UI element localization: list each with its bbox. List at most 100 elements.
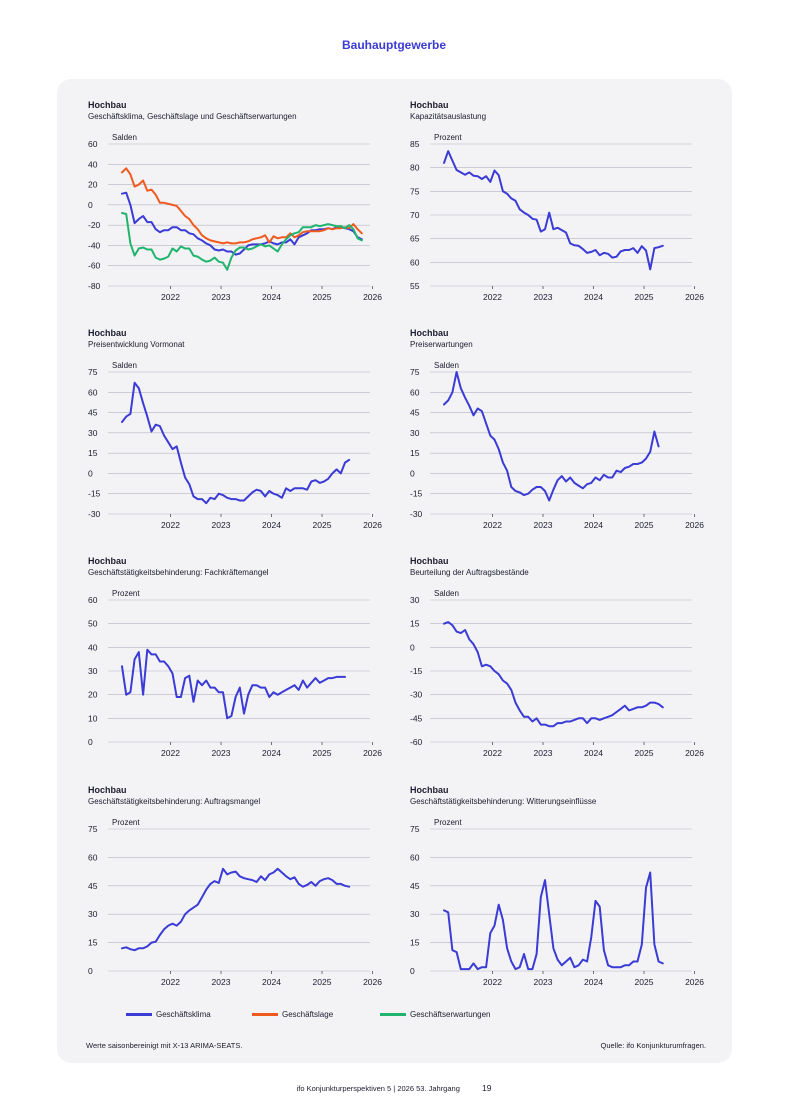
x-tick-label: 2022 — [483, 977, 502, 987]
y-axis-unit: Salden — [434, 361, 459, 370]
y-tick-label: 15 — [410, 938, 420, 948]
source-note: Quelle: ifo Konjunkturumfragen. — [600, 1041, 706, 1050]
chart-subtitle: Preisentwicklung Vormonat — [88, 340, 185, 349]
x-tick-label: 2024 — [262, 977, 281, 987]
y-tick-label: 50 — [88, 619, 98, 629]
y-tick-label: 40 — [88, 159, 98, 169]
y-tick-label: 75 — [410, 824, 420, 834]
y-tick-label: -15 — [410, 489, 423, 499]
series-line-1 — [121, 381, 351, 505]
y-tick-label: 15 — [88, 938, 98, 948]
x-tick-label: 2023 — [534, 977, 553, 987]
y-axis-unit: Salden — [112, 133, 137, 142]
series-line-1 — [121, 191, 363, 256]
y-tick-label: 15 — [88, 448, 98, 458]
y-tick-label: 60 — [88, 852, 98, 862]
chart-svg: 30 15 0 -15 -30 -45 -60 2022 2023 2024 2025 2026 — [410, 595, 704, 758]
series-line-1 — [443, 371, 660, 502]
chart-subtitle: Beurteilung der Auftragsbestände — [410, 568, 529, 577]
y-tick-label: 75 — [88, 367, 98, 377]
y-tick-label: 0 — [410, 966, 415, 976]
x-tick-label: 2022 — [483, 520, 502, 530]
y-tick-label: 45 — [88, 881, 98, 891]
x-tick-label: 2025 — [313, 977, 332, 987]
x-tick-label: 2026 — [363, 748, 382, 758]
y-tick-label: -45 — [410, 713, 423, 723]
x-tick-label: 2022 — [161, 520, 180, 530]
x-tick-label: 2022 — [483, 748, 502, 758]
y-tick-label: 30 — [88, 909, 98, 919]
y-tick-label: 45 — [88, 408, 98, 418]
chart-6: Hochbau Beurteilung der Auftragsbestände S… — [410, 556, 710, 776]
y-tick-label: 80 — [410, 163, 420, 173]
x-tick-label: 2024 — [262, 520, 281, 530]
chart-title: Hochbau — [88, 328, 127, 338]
y-axis-unit: Prozent — [434, 818, 462, 827]
legend-label: Geschäftslage — [282, 1010, 334, 1019]
x-tick-label: 2026 — [363, 520, 382, 530]
y-tick-label: 70 — [410, 210, 420, 220]
x-tick-label: 2025 — [635, 520, 654, 530]
legend-item-geschaeftsklima: Geschäftsklima — [126, 1010, 211, 1019]
y-axis-unit: Prozent — [112, 818, 140, 827]
chart-subtitle: Geschäftsklima, Geschäftslage und Geschä… — [88, 112, 297, 121]
x-tick-label: 2025 — [635, 748, 654, 758]
chart-subtitle: Geschäftstätigkeitsbehinderung: Fachkräf… — [88, 568, 269, 577]
y-tick-label: -60 — [88, 261, 101, 271]
y-tick-label: 30 — [410, 595, 420, 605]
series-line-1 — [443, 871, 664, 971]
legend-label: Geschäftsklima — [156, 1010, 211, 1019]
y-tick-label: 60 — [410, 387, 420, 397]
x-tick-label: 2026 — [685, 977, 704, 987]
chart-subtitle: Preiserwartungen — [410, 340, 473, 349]
y-tick-label: 30 — [88, 428, 98, 438]
chart-1: Hochbau Geschäftsklima, Geschäftslage und… — [88, 100, 388, 320]
y-tick-label: -30 — [88, 509, 101, 519]
y-tick-label: 60 — [88, 595, 98, 605]
y-axis-unit: Prozent — [434, 133, 462, 142]
chart-title: Hochbau — [88, 785, 127, 795]
chart-svg: 75 60 45 30 15 0 -15 -30 2022 2023 2024 2025 2026 — [410, 367, 704, 530]
legend-swatch-klima — [126, 1013, 152, 1016]
series-line-2 — [121, 167, 363, 245]
legend-swatch-lage — [252, 1013, 278, 1016]
chart-title: Hochbau — [410, 556, 449, 566]
y-tick-label: 0 — [410, 468, 415, 478]
chart-subtitle: Geschäftstätigkeitsbehinderung: Witterun… — [410, 797, 597, 806]
y-tick-label: 15 — [410, 448, 420, 458]
chart-subtitle: Kapazitätsauslastung — [410, 112, 487, 121]
x-tick-label: 2022 — [161, 748, 180, 758]
chart-2: Hochbau Kapazitätsauslastung Prozent 85 80 75… — [410, 100, 710, 320]
y-tick-label: 45 — [410, 881, 420, 891]
chart-svg: 75 60 45 30 15 0 2022 2023 2024 2025 2026 — [410, 824, 704, 987]
page-number: 19 — [481, 1083, 492, 1093]
x-tick-label: 2023 — [212, 748, 231, 758]
y-axis-unit: Salden — [434, 589, 459, 598]
x-tick-label: 2026 — [363, 292, 382, 302]
x-tick-label: 2023 — [212, 292, 231, 302]
y-tick-label: 30 — [410, 909, 420, 919]
y-tick-label: 10 — [88, 713, 98, 723]
x-tick-label: 2024 — [584, 748, 603, 758]
y-tick-label: 45 — [410, 408, 420, 418]
chart-title: Hochbau — [410, 100, 449, 110]
legend-swatch-erwartungen — [380, 1013, 406, 1016]
y-tick-label: -20 — [88, 220, 101, 230]
x-tick-label: 2022 — [161, 292, 180, 302]
chart-5: Hochbau Geschäftstätigkeitsbehinderung: F… — [88, 556, 388, 776]
y-tick-label: 0 — [88, 200, 93, 210]
x-tick-label: 2023 — [534, 292, 553, 302]
chart-title: Hochbau — [88, 556, 127, 566]
chart-7: Hochbau Geschäftstätigkeitsbehinderung: A… — [88, 785, 388, 1005]
y-tick-label: -15 — [88, 489, 101, 499]
series-line-3 — [121, 212, 363, 271]
legend-item-geschaeftslage: Geschäftslage — [252, 1010, 333, 1019]
x-tick-label: 2024 — [262, 292, 281, 302]
legend: Geschäftsklima Geschäftslage Geschäftser… — [0, 1010, 788, 1024]
chart-8: Hochbau Geschäftstätigkeitsbehinderung: W… — [410, 785, 710, 1005]
y-tick-label: -30 — [410, 509, 423, 519]
x-tick-label: 2022 — [483, 292, 502, 302]
x-tick-label: 2023 — [212, 977, 231, 987]
x-tick-label: 2023 — [534, 748, 553, 758]
chart-svg: 85 80 75 70 65 60 55 2022 2023 2024 2025 2026 — [410, 139, 704, 302]
